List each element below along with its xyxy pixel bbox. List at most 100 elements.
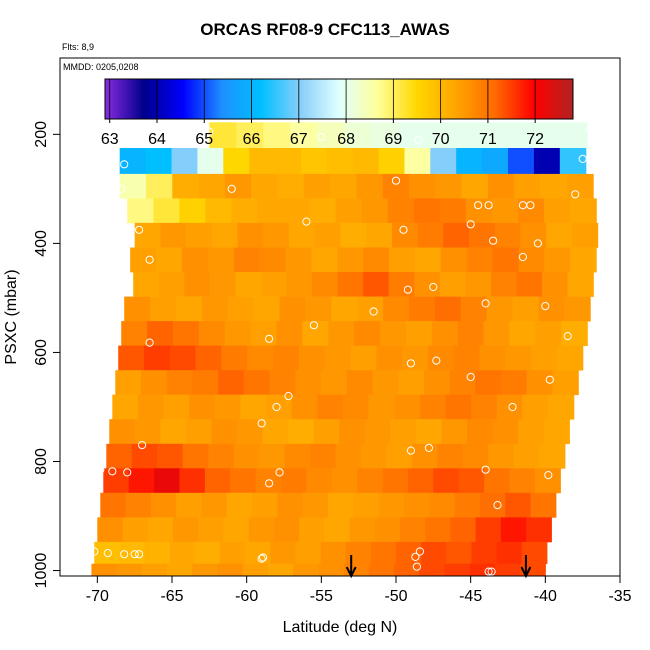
colorbar-segment xyxy=(280,79,284,119)
heatmap-cell xyxy=(130,247,157,273)
heatmap-cell xyxy=(378,148,406,175)
heatmap-cell xyxy=(546,222,573,248)
colorbar-segment xyxy=(282,79,286,119)
heatmap-cell xyxy=(434,296,462,322)
heatmap-cell xyxy=(439,272,466,297)
colorbar-segment xyxy=(493,79,497,119)
heatmap-cell xyxy=(363,272,390,297)
heatmap-cell xyxy=(245,541,271,565)
sample-point xyxy=(487,567,496,576)
colorbar-segment xyxy=(114,79,118,119)
heatmap-cell xyxy=(496,394,523,420)
heatmap-cell xyxy=(505,345,532,371)
heatmap-cell xyxy=(500,517,527,543)
heatmap-cell xyxy=(530,492,557,518)
colorbar-segment xyxy=(495,79,499,119)
heatmap-cell xyxy=(494,563,521,577)
colorbar-segment xyxy=(542,79,546,119)
heatmap-cell xyxy=(425,122,453,149)
heatmap-cell xyxy=(318,563,345,577)
heatmap-cell xyxy=(251,173,279,199)
heatmap-cell xyxy=(479,492,506,518)
heatmap-cell xyxy=(452,122,480,149)
colorbar-segment xyxy=(339,79,342,119)
heatmap-cell xyxy=(328,321,355,346)
colorbar-segment xyxy=(544,79,548,119)
colorbar-segment xyxy=(236,79,239,119)
heatmap-cell xyxy=(158,272,185,297)
colorbar-segment xyxy=(264,79,267,119)
colorbar-segment xyxy=(107,79,111,119)
heatmap-cell xyxy=(163,394,190,420)
heatmap-cell xyxy=(231,198,259,224)
colorbar-segment xyxy=(156,79,160,119)
y-axis-label: PSXC (mbar) xyxy=(3,269,20,364)
sample-point xyxy=(93,334,102,343)
heatmap-cell xyxy=(184,272,211,297)
sample-point xyxy=(302,217,311,226)
colorbar-segment xyxy=(226,79,230,119)
colorbar-segment xyxy=(175,79,179,119)
heatmap-cell xyxy=(299,517,325,543)
y-tick-label: 1000 xyxy=(33,553,50,589)
heatmap-cell xyxy=(321,370,348,396)
heatmap-cell xyxy=(496,541,523,565)
heatmap-cell xyxy=(465,198,493,224)
colorbar-segment xyxy=(369,79,373,119)
heatmap-cell xyxy=(337,247,364,273)
sample-point xyxy=(586,124,595,133)
colorbar-segment xyxy=(523,79,527,119)
colorbar-segment xyxy=(512,79,515,119)
heatmap-cell xyxy=(144,345,171,371)
heatmap-cell xyxy=(374,517,401,543)
sample-point xyxy=(79,547,89,556)
heatmap-cell xyxy=(533,122,561,149)
heatmap-cell xyxy=(240,394,267,420)
heatmap-cell xyxy=(326,148,354,175)
colorbar-segment xyxy=(439,79,443,119)
y-tick-label: 200 xyxy=(33,121,50,148)
heatmap-cell xyxy=(552,370,579,396)
heatmap-cell xyxy=(561,321,588,346)
heatmap-cell xyxy=(353,492,380,518)
x-tick-label: -35 xyxy=(608,588,631,605)
sample-point xyxy=(493,501,502,510)
heatmap-cell xyxy=(233,247,261,273)
colorbar-segment xyxy=(135,79,139,119)
heatmap-cell xyxy=(548,394,575,420)
heatmap-cell xyxy=(273,345,300,371)
heatmap-cell xyxy=(343,394,370,420)
heatmap-cell xyxy=(512,296,539,322)
colorbar-segment xyxy=(123,79,127,119)
sample-point xyxy=(466,372,475,382)
heatmap-cell xyxy=(398,122,426,149)
heatmap-cell xyxy=(118,345,145,371)
heatmap-cell xyxy=(408,296,436,322)
colorbar-segment xyxy=(444,79,448,119)
colorbar-segment xyxy=(507,79,511,119)
colorbar-frame xyxy=(104,78,574,120)
colorbar-segment xyxy=(154,79,157,119)
colorbar-segment xyxy=(367,79,370,119)
colorbar-segment xyxy=(341,79,345,119)
colorbar-segment xyxy=(533,79,537,119)
heatmap-cell xyxy=(396,541,422,565)
colorbar-segment xyxy=(360,79,363,119)
y-tick-label: 800 xyxy=(33,448,50,475)
heatmap-cell xyxy=(320,541,347,565)
colorbar-segment xyxy=(418,79,422,119)
colorbar-segment xyxy=(514,79,518,119)
heatmap-cell xyxy=(324,517,351,543)
heatmap-cell xyxy=(223,148,250,175)
sample-point xyxy=(429,282,438,292)
heatmap-cell xyxy=(277,173,305,199)
heatmap-cell xyxy=(248,517,275,543)
heatmap-cell xyxy=(207,247,235,273)
colorbar-segment xyxy=(484,79,487,119)
heatmap-cell xyxy=(317,122,345,149)
heatmap-cell xyxy=(387,198,415,224)
colorbar-segment xyxy=(481,79,485,119)
colorbar-segment xyxy=(315,79,319,119)
heatmap-cell xyxy=(335,443,362,469)
